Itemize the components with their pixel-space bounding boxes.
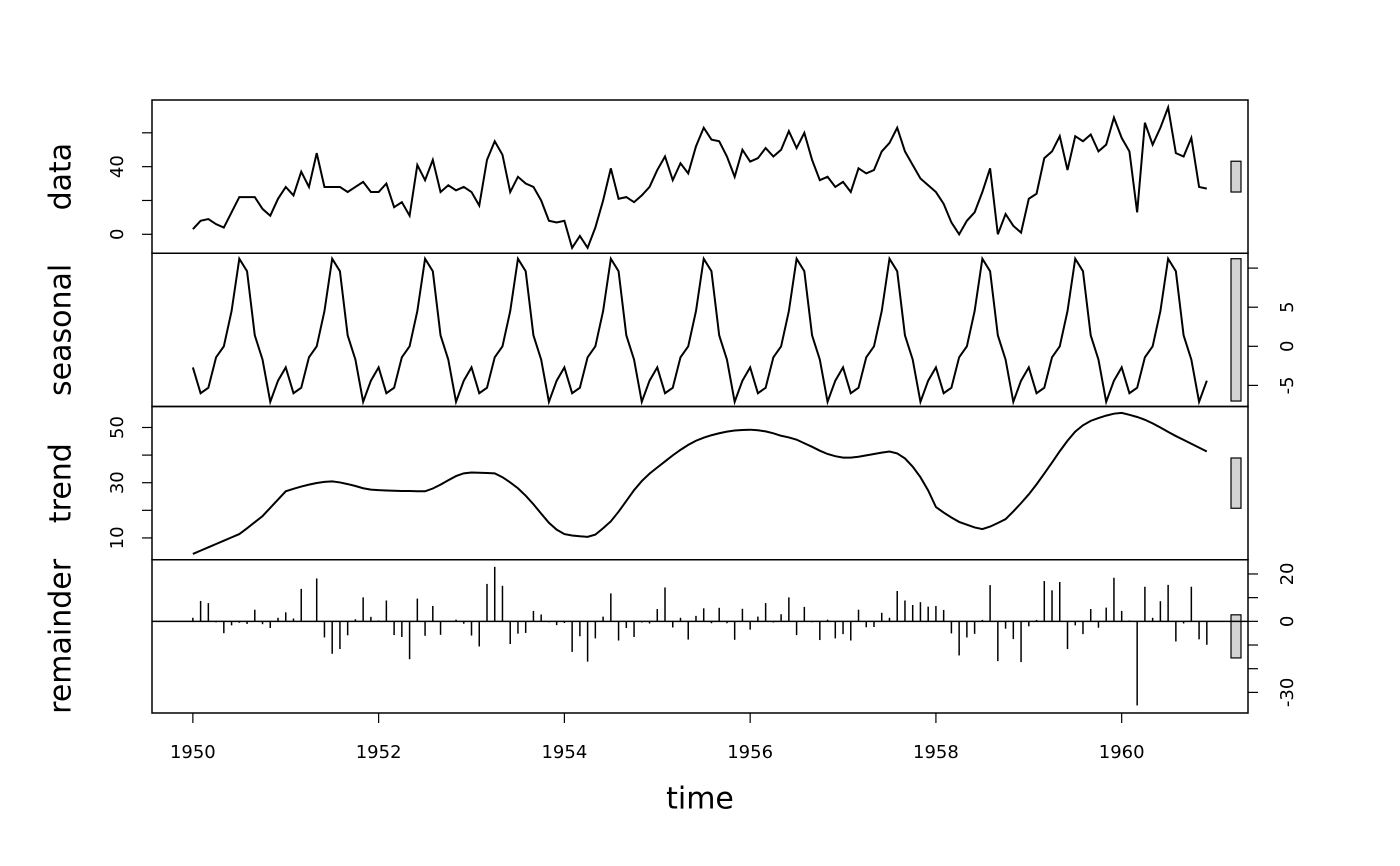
range-bar [1230,457,1242,509]
y-tick-label: 20 [1277,563,1298,586]
x-tick-label: 1960 [1099,742,1145,763]
y-tick-label: 0 [107,229,128,240]
x-tick-label: 1958 [913,742,959,763]
panel-label: trend [44,443,79,523]
x-tick-label: 1950 [170,742,216,763]
x-tick-label: 1956 [727,742,773,763]
x-tick-label: 1954 [541,742,587,763]
panel-frame [151,559,1249,714]
series-line [191,255,1208,406]
y-tick-label: 50 [107,416,128,439]
y-tick-label: -30 [1277,678,1298,707]
y-tick-label: 5 [1277,301,1298,312]
series-line [192,411,1208,555]
panel-label: data [44,143,79,211]
range-bar [1230,160,1242,193]
x-axis-label: time [666,782,734,817]
y-tick-label: 0 [1277,616,1298,627]
x-tick-label: 1952 [356,742,402,763]
series-line [192,103,1208,251]
y-tick-label: 30 [107,471,128,494]
range-bar [1230,258,1242,402]
panel-label: remainder [44,558,79,714]
y-tick-label: 40 [107,155,128,178]
range-bar [1230,614,1242,659]
panel-frame [151,99,1249,254]
y-tick-label: 0 [1277,341,1298,352]
y-tick-label: -5 [1277,376,1298,394]
panel-label: seasonal [44,264,79,396]
y-tick-label: 10 [107,526,128,549]
